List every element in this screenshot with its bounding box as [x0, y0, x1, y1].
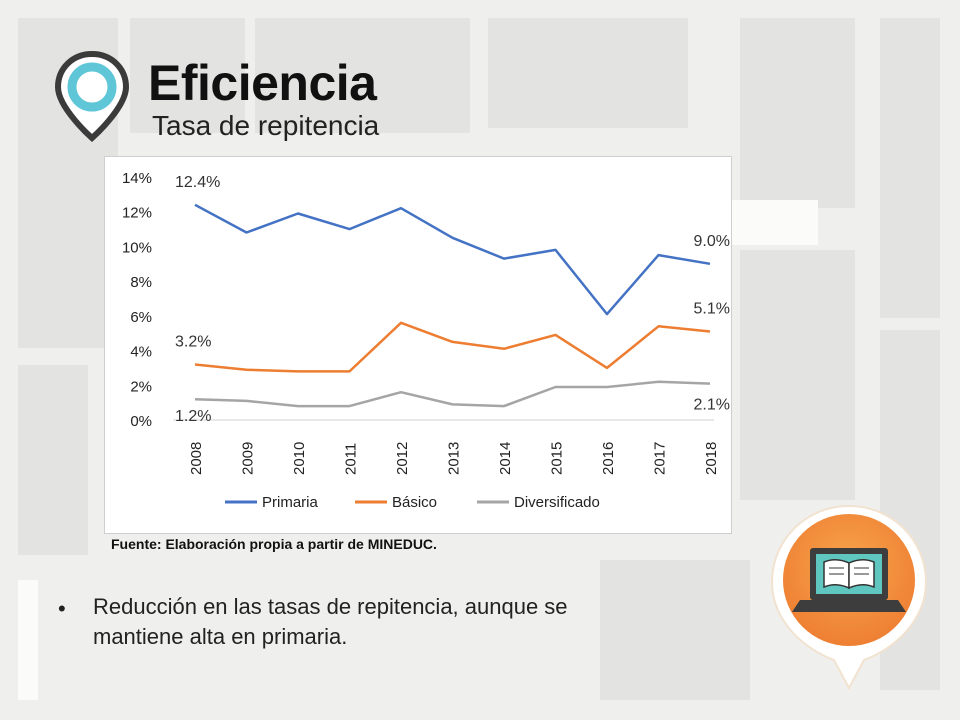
data-label: 3.2% [175, 333, 211, 350]
page-title: Eficiencia [148, 55, 377, 111]
data-label: 1.2% [175, 408, 211, 425]
x-tick-label: 2009 [240, 442, 257, 475]
y-tick-label: 4% [130, 344, 152, 361]
legend-label: Básico [392, 494, 437, 511]
background-block [18, 365, 88, 555]
y-tick-label: 14% [122, 170, 152, 187]
chart-legend: Primaria Básico Diversificado [225, 494, 600, 511]
x-tick-label: 2011 [343, 443, 360, 475]
y-tick-label: 10% [122, 239, 152, 256]
x-tick-label: 2015 [549, 442, 566, 475]
x-tick-label: 2014 [497, 442, 514, 475]
x-axis: 2008 2009 2010 2011 2012 2013 2014 2015 2016 2017… [188, 442, 720, 475]
page-subtitle: Tasa de repitencia [152, 110, 380, 141]
x-tick-label: 2013 [446, 442, 463, 475]
bullet-text: Reducción en las tasas de repitencia, au… [93, 594, 568, 649]
data-labels: 12.4% 9.0% 3.2% 5.1% 1.2% 2.1% [175, 174, 730, 425]
series-line-primaria [194, 203, 711, 316]
background-block [130, 18, 245, 133]
x-tick-label: 2017 [652, 442, 669, 475]
chart-container: 0% 2% 4% 6% 8% 10% 12% 14% 2008 2009 2010 2011 2012… [104, 156, 732, 534]
x-tick-label: 2016 [600, 442, 617, 475]
y-tick-label: 6% [130, 309, 152, 326]
repitencia-line-chart: 0% 2% 4% 6% 8% 10% 12% 14% 2008 2009 2010 2011 2012… [122, 170, 730, 511]
series-line-diversificado [194, 380, 711, 408]
background-block [880, 18, 940, 318]
y-tick-label: 2% [130, 378, 152, 395]
legend-label: Diversificado [514, 494, 600, 511]
data-label: 9.0% [694, 233, 730, 250]
y-axis: 0% 2% 4% 6% 8% 10% 12% 14% [122, 170, 152, 430]
background-block [718, 200, 818, 245]
background-block [740, 250, 855, 500]
background-block [600, 560, 750, 700]
laptop-book-icon [770, 504, 928, 691]
data-label: 5.1% [694, 300, 730, 317]
y-tick-label: 12% [122, 205, 152, 222]
background-block [255, 18, 470, 133]
series-line-basico [194, 321, 711, 373]
y-tick-label: 8% [130, 274, 152, 291]
background-block [18, 580, 38, 700]
x-tick-label: 2012 [394, 442, 411, 475]
data-label: 2.1% [694, 397, 730, 414]
bullet-marker: • [58, 596, 66, 621]
background-block [488, 18, 688, 128]
background-block [740, 18, 855, 208]
x-tick-label: 2018 [703, 442, 720, 475]
location-pin-icon [54, 50, 130, 142]
series-lines [194, 203, 711, 408]
x-tick-label: 2008 [188, 442, 205, 475]
x-tick-label: 2010 [291, 442, 308, 475]
legend-label: Primaria [262, 494, 318, 511]
data-label: 12.4% [175, 174, 220, 191]
source-note: Fuente: Elaboración propia a partir de M… [111, 536, 437, 552]
y-tick-label: 0% [130, 413, 152, 430]
